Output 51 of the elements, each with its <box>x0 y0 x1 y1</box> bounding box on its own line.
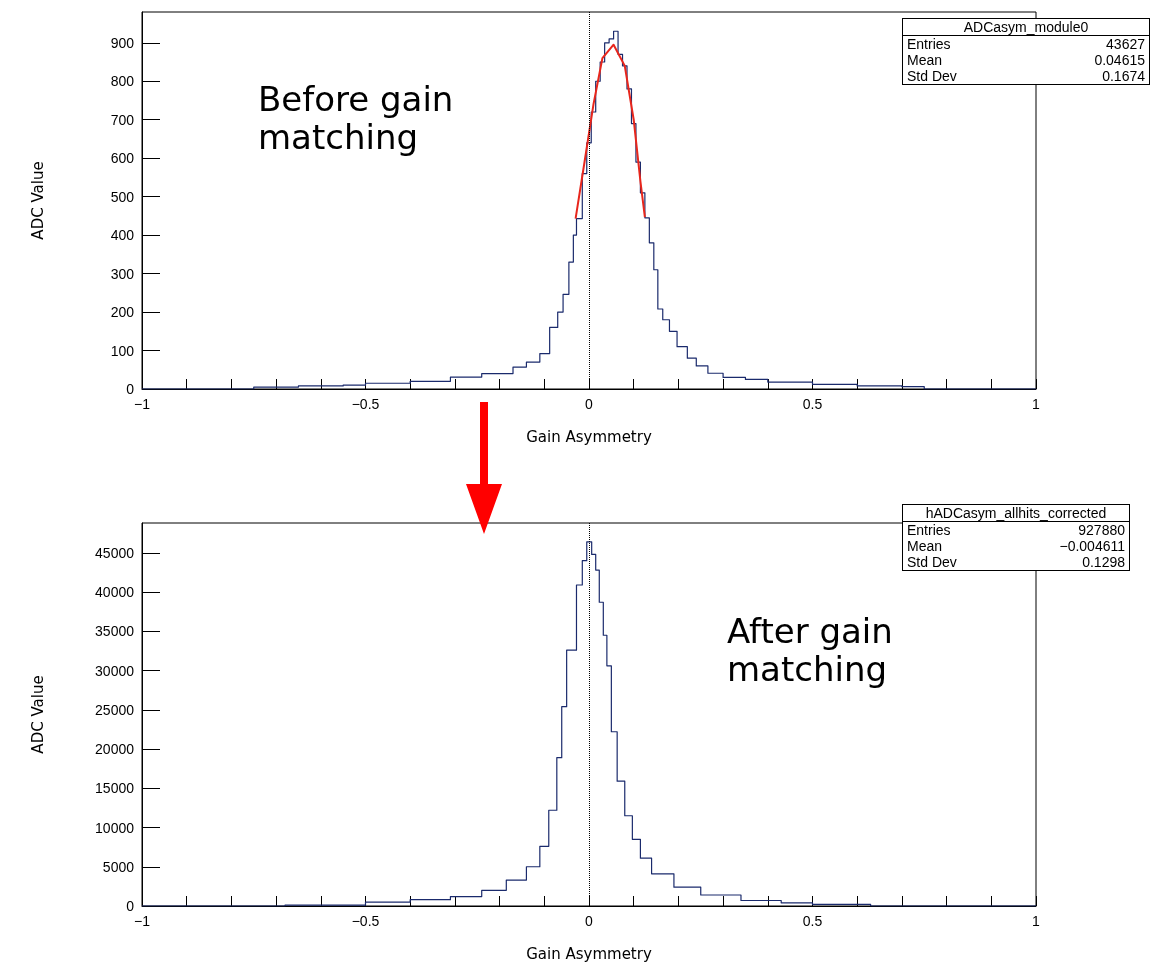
annotation: ADCasym_module0 <box>903 19 1149 36</box>
annotation: Std Dev <box>907 68 957 84</box>
y-tick-label: 15000 <box>95 780 135 797</box>
annotation: Mean <box>907 52 943 68</box>
y-tick-label: 20000 <box>95 741 135 758</box>
y-tick-label: 5000 <box>102 858 135 875</box>
text: −0.004611 <box>1059 538 1125 554</box>
y-axis-title: ADC Value <box>28 675 47 754</box>
y-tick-label: 10000 <box>95 819 135 836</box>
annotation: Std Dev <box>907 554 957 570</box>
y-tick-label: 40000 <box>95 584 135 601</box>
line-series <box>574 43 646 220</box>
y-tick-label: 800 <box>110 73 135 90</box>
y-tick-label: 45000 <box>95 544 135 561</box>
y-tick-label: 30000 <box>95 662 135 679</box>
annotation: Entries <box>907 522 951 538</box>
x-tick-label: −1 <box>134 396 151 412</box>
x-tick-label: −0.5 <box>351 396 380 412</box>
y-tick-label: 500 <box>110 188 135 205</box>
y-tick-label: 25000 <box>95 701 135 718</box>
y-tick-label: 35000 <box>95 623 135 640</box>
y-tick-label: 700 <box>110 111 135 128</box>
x-tick-label: 1 <box>1032 913 1041 929</box>
annotation: After gain matching <box>727 611 894 689</box>
y-tick-label: 900 <box>110 34 135 51</box>
y-tick-label: 100 <box>110 342 135 359</box>
x-axis-title: Gain Asymmetry <box>526 944 652 963</box>
y-tick-label: 400 <box>110 227 135 244</box>
x-tick-label: 0.5 <box>802 396 823 412</box>
x-axis-title: Gain Asymmetry <box>526 427 652 446</box>
text: hADCasym_allhits_corrected <box>903 505 1129 522</box>
x-tick-label: 0 <box>585 396 594 412</box>
y-tick-label: 600 <box>110 150 135 167</box>
annotation: Entries <box>907 36 951 52</box>
text: 0.1674 <box>1102 68 1145 84</box>
y-tick-label: 200 <box>110 304 135 321</box>
text: 0.04615 <box>1094 52 1145 68</box>
x-tick-label: −1 <box>134 913 151 929</box>
text: 927880 <box>1078 522 1125 538</box>
x-tick-label: 1 <box>1032 396 1041 412</box>
y-tick-label: 0 <box>126 381 135 397</box>
text: 0.1298 <box>1082 554 1125 570</box>
x-tick-label: 0 <box>585 913 594 929</box>
x-tick-label: 0.5 <box>802 913 823 929</box>
y-tick-label: 300 <box>110 265 135 282</box>
y-axis-title: ADC Value <box>28 161 47 240</box>
y-tick-label: 0 <box>126 898 135 914</box>
text: 43627 <box>1106 36 1145 52</box>
annotation: Mean <box>907 538 943 554</box>
annotation: Before gain matching <box>258 79 455 157</box>
x-tick-label: −0.5 <box>351 913 380 929</box>
